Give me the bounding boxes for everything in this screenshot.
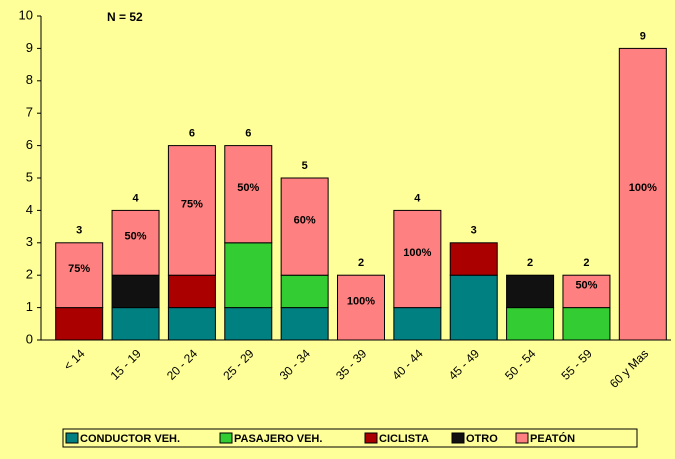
bar-segment [167,145,216,276]
bar-segment [167,274,216,309]
total-label: 2 [583,257,589,269]
bar-segment [224,242,273,309]
legend-box [62,428,638,448]
total-label: 6 [245,128,251,140]
bar-segment [562,274,611,309]
bar-segment [111,209,160,276]
y-tick-label: 0 [26,331,33,346]
total-label: 5 [302,160,308,172]
legend-swatch [451,432,465,444]
bar-segment [506,274,555,309]
share-label: 100% [347,296,375,308]
bar-segment [55,242,104,309]
total-label: 6 [189,128,195,140]
share-label: 50% [237,182,259,194]
total-label: 4 [132,192,139,204]
legend-swatch [219,432,233,444]
legend-swatch [515,432,529,444]
bar-segment [224,145,273,244]
legend-label: OTRO [466,433,498,445]
bar-segment [55,307,104,341]
y-tick-label: 6 [26,137,33,152]
bar-segment [280,307,329,341]
bar-segment [393,209,442,309]
y-tick-label: 9 [26,40,33,55]
y-tick-label: 5 [26,169,33,184]
y-tick-label: 8 [26,72,33,87]
bar-segment [167,307,216,341]
total-label: 3 [471,225,477,237]
bar-segment [449,242,498,276]
total-label: 2 [527,257,533,269]
share-label: 100% [629,182,657,194]
bar-segment [111,307,160,341]
bar-segment [506,307,555,341]
bar-segment [449,274,498,341]
legend-label: PASAJERO VEH. [234,433,322,445]
y-tick-label: 3 [26,234,33,249]
total-label: 9 [640,30,646,42]
share-label: 75% [181,198,203,210]
share-label: 100% [403,247,431,259]
bar-segment [280,177,329,276]
bar-segment [393,307,442,341]
bar-segment [618,47,667,341]
share-label: 75% [68,263,90,275]
legend-label: PEATÓN [530,432,575,445]
y-tick-label: 2 [26,267,33,282]
legend-swatch [65,432,79,444]
y-tick-label: 1 [26,299,33,314]
bar-segment [280,274,329,309]
bar-segment [562,307,611,341]
share-label: 50% [575,279,597,291]
y-tick-label: 7 [26,105,33,120]
annotation: N = 52 [107,10,143,24]
y-tick-label: 10 [19,7,33,22]
bar-segment [224,307,273,341]
bar-segment [111,274,160,309]
total-label: 3 [76,225,82,237]
legend-label: CICLISTA [379,433,429,445]
legend-swatch [364,432,378,444]
y-tick-label: 4 [26,202,33,217]
share-label: 50% [125,231,147,243]
total-label: 4 [414,192,421,204]
bar-segment [337,274,385,341]
legend-label: CONDUCTOR VEH. [80,433,180,445]
total-label: 2 [358,257,364,269]
share-label: 60% [294,215,316,227]
